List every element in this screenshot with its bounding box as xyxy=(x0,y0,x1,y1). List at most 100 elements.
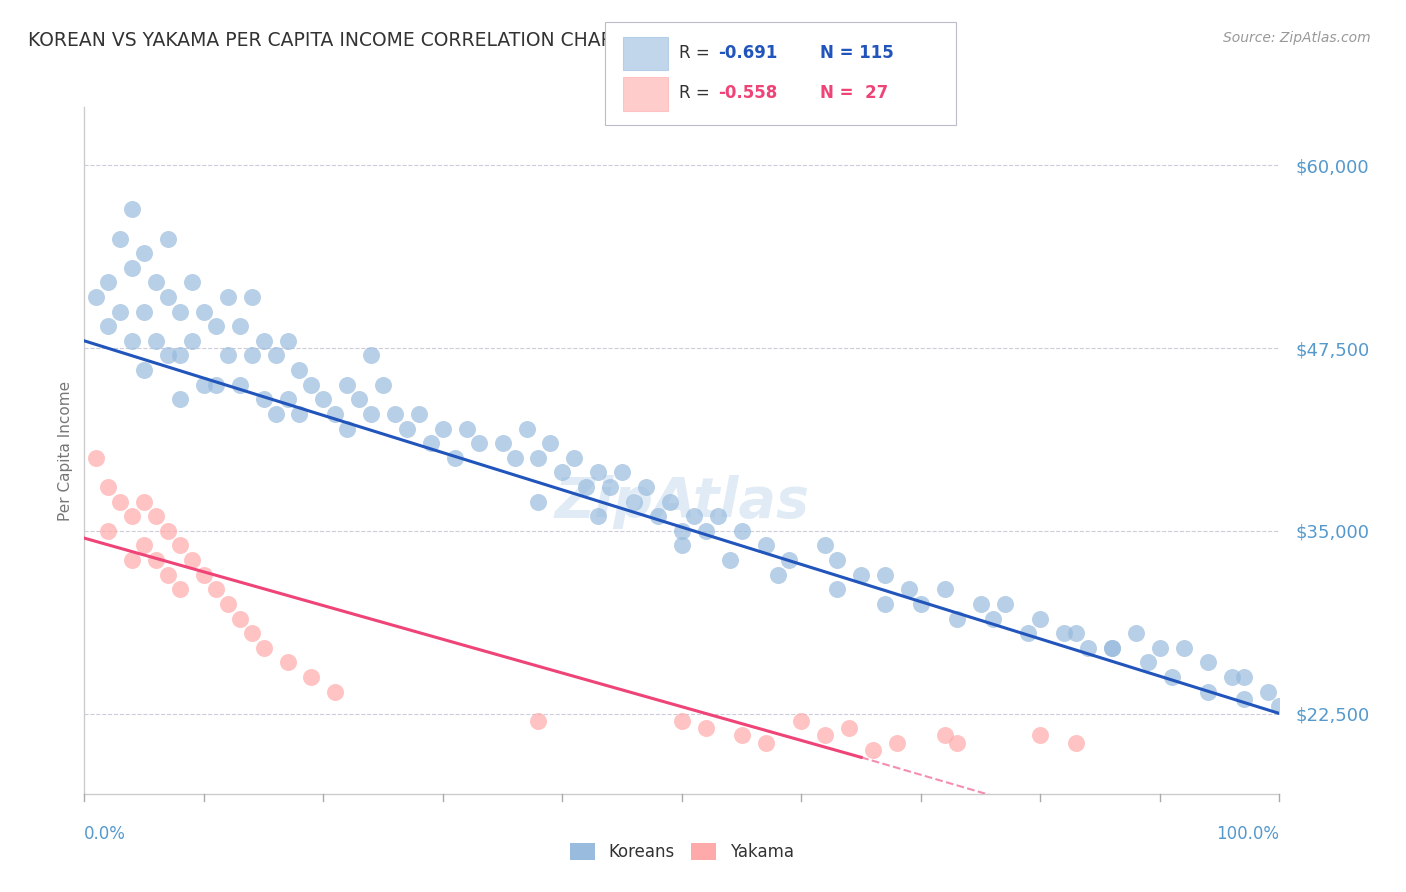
Point xyxy=(766,567,789,582)
Point xyxy=(1029,728,1052,742)
Point xyxy=(1197,656,1219,670)
Point xyxy=(432,421,454,435)
Point xyxy=(779,553,801,567)
Point xyxy=(456,421,478,435)
Point xyxy=(754,538,776,552)
Point xyxy=(336,421,359,435)
Point xyxy=(276,656,298,670)
Point xyxy=(193,567,215,582)
Point xyxy=(1053,626,1076,640)
Point xyxy=(467,436,491,450)
Point xyxy=(157,349,180,363)
Point xyxy=(658,494,681,508)
Point xyxy=(599,480,621,494)
Point xyxy=(981,611,1004,625)
Point xyxy=(253,334,276,348)
Point xyxy=(121,260,143,275)
Point xyxy=(323,684,346,698)
Text: N =  27: N = 27 xyxy=(820,84,889,102)
Point xyxy=(527,714,550,728)
Point xyxy=(731,728,754,742)
Point xyxy=(97,276,120,290)
Point xyxy=(527,450,550,465)
Text: Source: ZipAtlas.com: Source: ZipAtlas.com xyxy=(1223,31,1371,45)
Point xyxy=(193,304,215,318)
Legend: Koreans, Yakama: Koreans, Yakama xyxy=(564,837,800,868)
Point xyxy=(695,721,717,735)
Point xyxy=(588,509,610,524)
Point xyxy=(538,436,561,450)
Point xyxy=(1125,626,1147,640)
Point xyxy=(1066,626,1088,640)
Point xyxy=(419,436,441,450)
Point xyxy=(1077,640,1099,655)
Point xyxy=(193,377,215,392)
Point xyxy=(169,304,191,318)
Point xyxy=(180,276,202,290)
Point xyxy=(336,377,359,392)
Point xyxy=(84,290,107,304)
Point xyxy=(623,494,645,508)
Point xyxy=(945,736,967,750)
Point xyxy=(240,290,263,304)
Point xyxy=(731,524,754,538)
Point xyxy=(110,494,132,508)
Point xyxy=(1232,670,1254,684)
Point xyxy=(897,582,920,597)
Point xyxy=(132,304,156,318)
Point xyxy=(1197,684,1219,698)
Point xyxy=(84,450,107,465)
Point xyxy=(180,553,202,567)
Point xyxy=(825,582,848,597)
Text: R =: R = xyxy=(679,44,716,62)
Point xyxy=(253,640,276,655)
Point xyxy=(408,407,430,421)
Point xyxy=(814,538,837,552)
Point xyxy=(671,524,693,538)
Point xyxy=(1173,640,1195,655)
Point xyxy=(849,567,872,582)
Point xyxy=(288,363,311,377)
Point xyxy=(384,407,406,421)
Point xyxy=(349,392,371,407)
Point xyxy=(945,611,967,625)
Point xyxy=(934,728,956,742)
Point xyxy=(97,524,120,538)
Point xyxy=(145,334,167,348)
Point xyxy=(910,597,932,611)
Point xyxy=(1268,699,1291,714)
Point xyxy=(634,480,657,494)
Point xyxy=(503,450,526,465)
Point xyxy=(180,334,202,348)
Point xyxy=(145,553,167,567)
Point xyxy=(169,349,191,363)
Point xyxy=(121,509,143,524)
Point xyxy=(1017,626,1039,640)
Point xyxy=(396,421,419,435)
Point xyxy=(288,407,311,421)
Point xyxy=(276,392,298,407)
Point xyxy=(814,728,837,742)
Point xyxy=(264,349,287,363)
Point xyxy=(121,334,143,348)
Point xyxy=(371,377,394,392)
Point xyxy=(132,246,156,260)
Point xyxy=(1220,670,1243,684)
Point xyxy=(301,377,323,392)
Point xyxy=(886,736,908,750)
Point xyxy=(121,202,143,217)
Point xyxy=(443,450,465,465)
Text: 100.0%: 100.0% xyxy=(1216,825,1279,843)
Point xyxy=(205,377,228,392)
Point xyxy=(240,349,263,363)
Point xyxy=(492,436,515,450)
Point xyxy=(132,538,156,552)
Point xyxy=(205,319,228,334)
Point xyxy=(825,553,848,567)
Text: -0.558: -0.558 xyxy=(718,84,778,102)
Point xyxy=(1232,692,1254,706)
Point xyxy=(157,567,180,582)
Point xyxy=(1101,640,1123,655)
Point xyxy=(240,626,263,640)
Point xyxy=(301,670,323,684)
